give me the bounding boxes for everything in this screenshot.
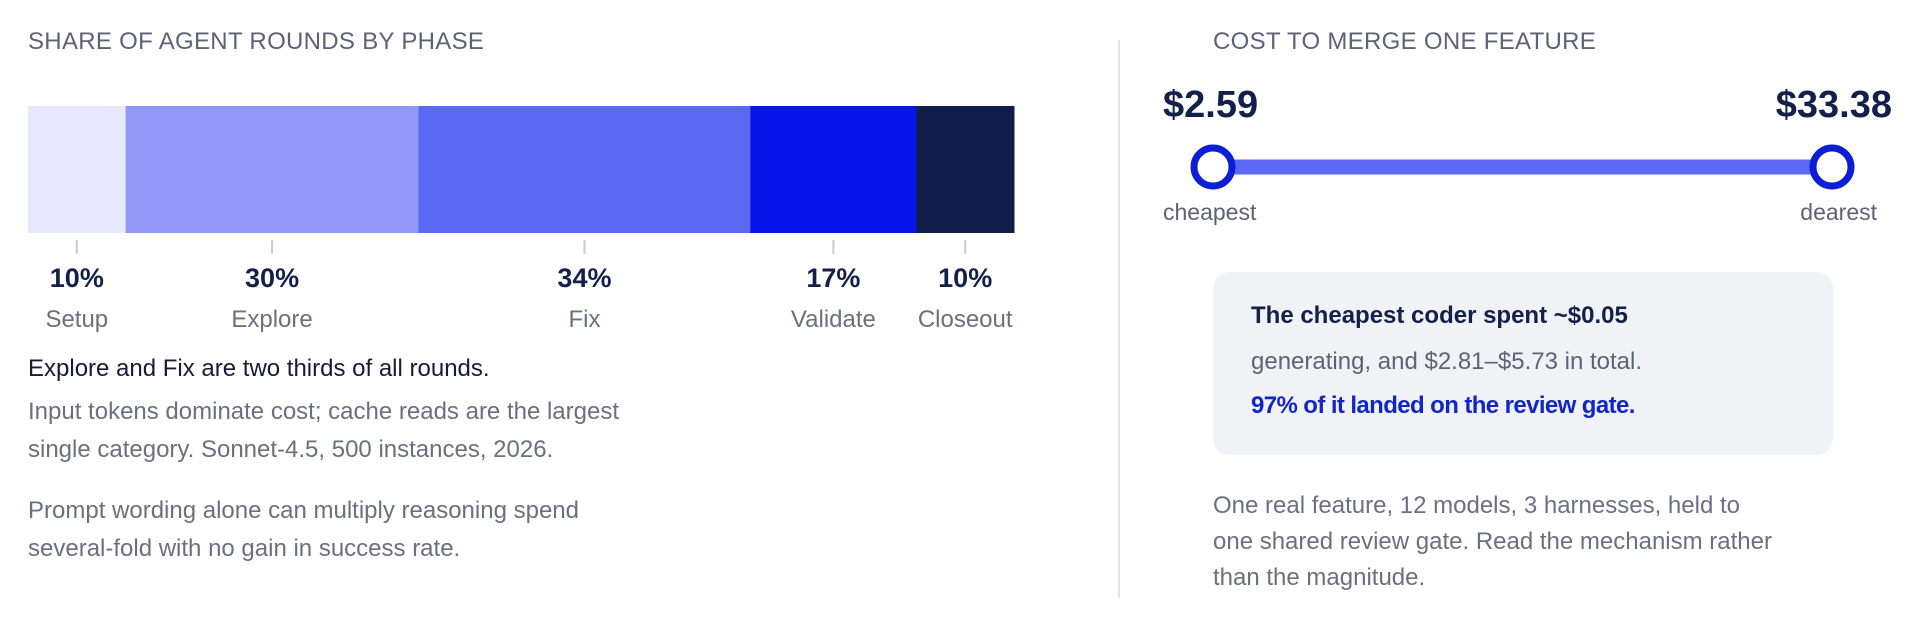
category-label: Validate [791, 306, 876, 333]
rounds-panel: SHARE OF AGENT ROUNDS BY PHASE 10% Setup 3… [28, 28, 1015, 562]
bar-segment-setup [28, 106, 127, 233]
value-label: 17% [806, 263, 860, 293]
bar-segment-fix [418, 106, 751, 233]
bar-segment-closeout [916, 106, 1015, 233]
bar-segment-validate [750, 106, 917, 233]
min-marker [1190, 144, 1236, 190]
cost-title: COST TO MERGE ONE FEATURE [1213, 28, 1597, 55]
panel-divider [1118, 40, 1120, 598]
rounds-note-line-1: Input tokens dominate cost; cache reads … [28, 398, 620, 425]
bar-segment-explore [125, 106, 419, 233]
max-marker [1809, 144, 1855, 190]
cheapest-label: cheapest [1163, 199, 1257, 225]
category-label: Explore [231, 306, 312, 333]
dearest-label: dearest [1800, 199, 1877, 225]
category-label: Setup [45, 306, 108, 333]
cost-callout: The cheapest coder spent ~$0.05 generati… [1213, 272, 1833, 455]
footnote-line-1: One real feature, 12 models, 3 harnesses… [1213, 492, 1740, 519]
callout-line-2: generating, and $2.81–$5.73 in total. [1251, 348, 1642, 375]
rounds-headline: Explore and Fix are two thirds of all ro… [28, 355, 490, 382]
category-label: Fix [568, 306, 600, 333]
value-label: 34% [557, 263, 611, 293]
max-cost-value: $33.38 [1775, 84, 1892, 126]
cost-range-chart [1190, 144, 1855, 190]
callout-line-1: The cheapest coder spent ~$0.05 [1251, 302, 1628, 329]
footnote-line-2: one shared review gate. Read the mechani… [1213, 528, 1772, 555]
cost-footnote: One real feature, 12 models, 3 harnesses… [1213, 488, 1833, 596]
value-label: 10% [50, 263, 104, 293]
rounds-note2-line-1: Prompt wording alone can multiply reason… [28, 497, 579, 524]
category-label: Closeout [918, 306, 1013, 333]
value-label: 30% [245, 263, 299, 293]
rounds-title: SHARE OF AGENT ROUNDS BY PHASE [28, 28, 485, 55]
rounds-note2-line-2: several-fold with no gain in success rat… [28, 535, 461, 562]
min-cost-value: $2.59 [1163, 84, 1259, 126]
rounds-note-line-2: single category. Sonnet-4.5, 500 instanc… [28, 436, 554, 463]
value-label: 10% [938, 263, 992, 293]
phase-stacked-bar-chart: 10% Setup 30% Explore 34% Fix 17% Validate 10% Cl… [28, 106, 1015, 333]
callout-line-3: 97% of it landed on the review gate. [1251, 392, 1635, 419]
footnote-line-3: than the magnitude. [1213, 564, 1426, 591]
